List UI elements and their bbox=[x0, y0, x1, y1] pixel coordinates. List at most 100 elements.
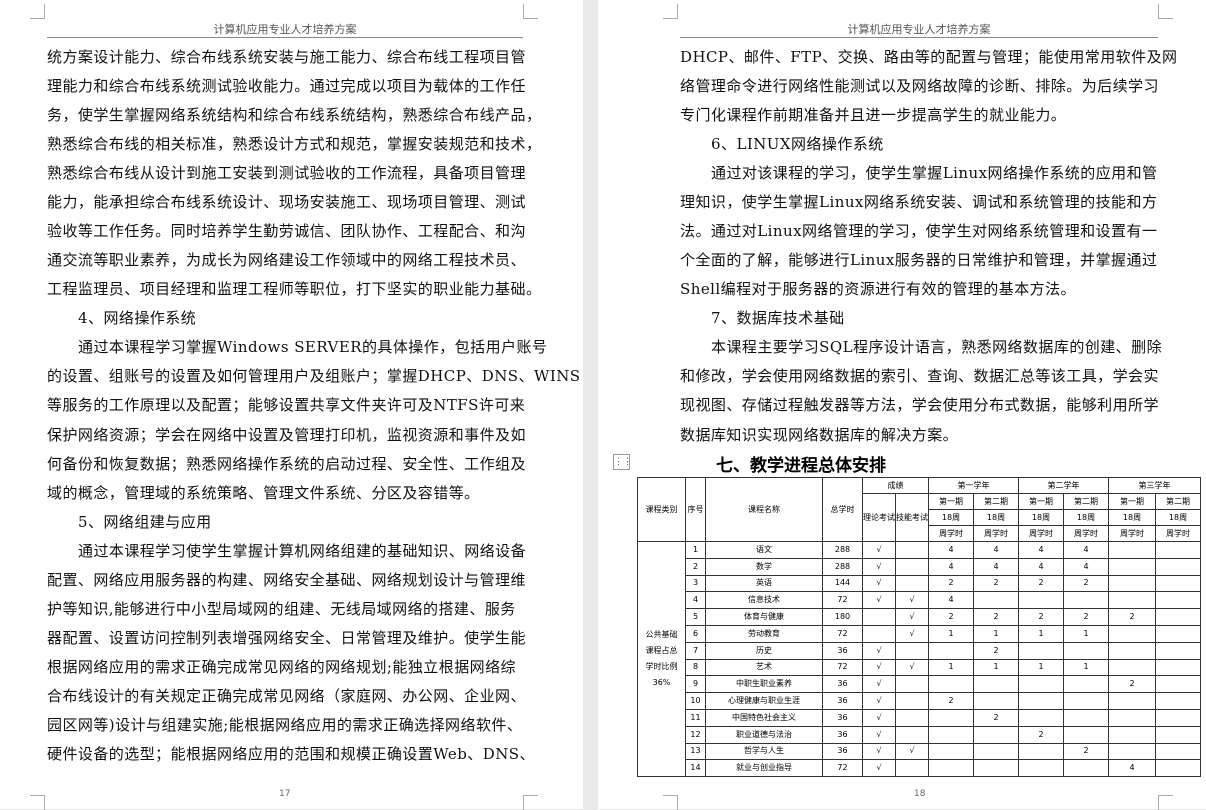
table-cell: 3 bbox=[685, 574, 706, 593]
table-cell: 9 bbox=[685, 675, 706, 694]
text-line: 能力，能承担综合布线系统设计、现场安装施工、现场项目管理、测试 bbox=[47, 193, 526, 212]
table-cell: 2 bbox=[1063, 574, 1109, 593]
table-cell: 2 bbox=[1108, 675, 1156, 694]
table-cell: 72 bbox=[822, 591, 863, 610]
table-cell: 4 bbox=[928, 591, 974, 610]
table-cell bbox=[973, 742, 1019, 761]
header-cell: 第一期 bbox=[1108, 493, 1156, 510]
table-cell: 288 bbox=[822, 541, 863, 559]
page-number: 18 bbox=[914, 789, 926, 799]
header-cell: 周学时 bbox=[1018, 525, 1064, 542]
table-cell: 36 bbox=[822, 725, 863, 744]
table-cell bbox=[1108, 557, 1156, 576]
table-cell bbox=[862, 608, 896, 626]
table-cell: 4 bbox=[973, 541, 1019, 559]
table-cell: 180 bbox=[822, 608, 863, 626]
header-cell: 课程名称 bbox=[705, 477, 823, 542]
table-cell: 2 bbox=[928, 692, 974, 710]
header-cell: 第一期 bbox=[1018, 493, 1064, 510]
table-cell: √ bbox=[862, 742, 896, 761]
table-cell bbox=[1155, 725, 1201, 744]
table-cell: 中国特色社会主义 bbox=[705, 708, 823, 727]
header-cell: 周学时 bbox=[1108, 525, 1156, 542]
table-row: 14 就业与创业指导 72 √ 4 bbox=[638, 759, 1201, 778]
text-line: 6、LINUX网络操作系统 bbox=[711, 135, 884, 154]
header-cell: 周学时 bbox=[928, 525, 974, 542]
text-line: 通过本课程学习使学生掌握计算机网络组建的基础知识、网络设备 bbox=[78, 541, 527, 560]
table-cell: 历史 bbox=[705, 641, 823, 660]
table-cell: 7 bbox=[685, 641, 706, 660]
corner-mark bbox=[1158, 795, 1173, 810]
table-cell: 2 bbox=[973, 574, 1019, 593]
table-cell: 2 bbox=[1018, 574, 1064, 593]
table-cell: 4 bbox=[1018, 557, 1064, 576]
table-cell bbox=[1018, 742, 1064, 761]
header-rule bbox=[680, 37, 1158, 38]
table-cell: 12 bbox=[685, 725, 706, 744]
table-cell: 1 bbox=[928, 624, 974, 643]
text-line: 配置、网络应用服务器的构建、网络安全基础、网络规划设计与管理维 bbox=[47, 570, 526, 589]
table-cell bbox=[1155, 641, 1201, 660]
corner-mark bbox=[523, 4, 538, 19]
table-cell bbox=[895, 574, 929, 593]
table-cell bbox=[1108, 624, 1156, 643]
text-line: 的设置、组账号的设置及如何管理用户及组账户；掌握DHCP、DNS、WINS bbox=[47, 367, 581, 386]
table-cell: 2 bbox=[1018, 725, 1064, 744]
table-cell: 5 bbox=[685, 608, 706, 626]
text-line: 7、数据库技术基础 bbox=[711, 309, 845, 328]
table-cell bbox=[1108, 541, 1156, 559]
table-cell bbox=[1155, 574, 1201, 593]
table-cell: √ bbox=[862, 541, 896, 559]
table-cell bbox=[1155, 708, 1201, 727]
table-cell bbox=[1108, 641, 1156, 660]
text-line: 络管理命令进行网络性能测试以及网络故障的诊断、排除。为后续学习 bbox=[680, 77, 1159, 96]
text-line: 域的概念，管理域的系统策略、管理文件系统、分区及容错等。 bbox=[47, 483, 480, 502]
table-row: 7 历史 36 √ 2 bbox=[638, 641, 1201, 660]
page-left: 计算机应用专业人才培养方案 统方案设计能力、综合布线系统安装与施工能力、综合布线… bbox=[0, 0, 583, 810]
table-cell bbox=[1018, 708, 1064, 727]
table-cell: 2 bbox=[1063, 608, 1109, 626]
table-cell: 6 bbox=[685, 624, 706, 643]
table-cell: 4 bbox=[1018, 541, 1064, 559]
table-cell: √ bbox=[862, 574, 896, 593]
table-cell bbox=[895, 675, 929, 694]
table-cell bbox=[973, 725, 1019, 744]
table-cell: 11 bbox=[685, 708, 706, 727]
table-cell: √ bbox=[862, 759, 896, 778]
table-cell: 1 bbox=[685, 541, 706, 559]
header-cell: 18周 bbox=[973, 509, 1019, 526]
table-cell: 144 bbox=[822, 574, 863, 593]
table-cell: 36 bbox=[822, 692, 863, 710]
table-cell: 36 bbox=[822, 675, 863, 694]
table-cell: √ bbox=[862, 658, 896, 677]
table-cell bbox=[1155, 624, 1201, 643]
table-cell: 2 bbox=[1018, 608, 1064, 626]
table-cell: 72 bbox=[822, 624, 863, 643]
text-line: 4、网络操作系统 bbox=[78, 309, 197, 328]
header-cell: 18周 bbox=[1018, 509, 1064, 526]
header-cell: 序号 bbox=[685, 477, 706, 542]
table-cell: 4 bbox=[685, 591, 706, 610]
header-cell: 18周 bbox=[1063, 509, 1109, 526]
table-cell: 4 bbox=[1063, 541, 1109, 559]
table-handle[interactable]: ⋮⋮ bbox=[613, 454, 632, 470]
header-cell: 理论考试 bbox=[862, 493, 896, 542]
table-cell bbox=[1108, 708, 1156, 727]
text-line: 通过对该课程的学习，使学生掌握Linux网络操作系统的应用和管 bbox=[711, 164, 1158, 183]
table-cell bbox=[895, 725, 929, 744]
table-cell bbox=[1155, 692, 1201, 710]
table-cell bbox=[1018, 692, 1064, 710]
table-cell: 1 bbox=[1018, 624, 1064, 643]
table-cell: 就业与创业指导 bbox=[705, 759, 823, 778]
header-cell: 成绩 bbox=[862, 477, 929, 494]
text-line: 器配置、设置访问控制列表增强网络安全、日常管理及维护。使学生能 bbox=[47, 628, 526, 647]
text-line: 5、网络组建与应用 bbox=[78, 512, 212, 531]
table-row: 9 中职生职业素养 36 √ 2 bbox=[638, 675, 1201, 694]
text-line: 熟悉综合布线从设计到施工安装到测试验收的工作流程，具备项目管理 bbox=[47, 164, 526, 183]
table-cell bbox=[895, 641, 929, 660]
table-cell: 4 bbox=[928, 541, 974, 559]
table-cell: 2 bbox=[1108, 608, 1156, 626]
table-cell: √ bbox=[862, 692, 896, 710]
table-cell bbox=[1108, 591, 1156, 610]
table-cell bbox=[1155, 557, 1201, 576]
